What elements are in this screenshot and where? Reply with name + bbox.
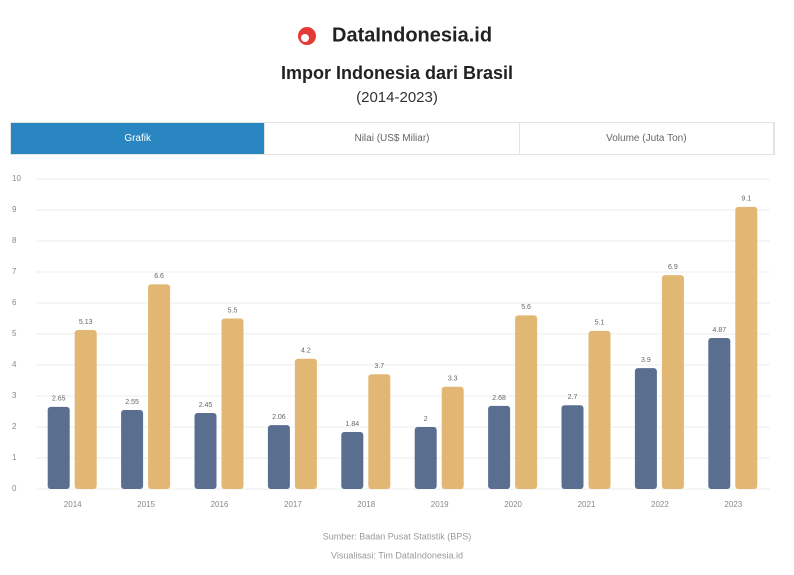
- source-note: Visualisasi: Tim DataIndonesia.id: [331, 550, 463, 560]
- x-tick-label: 2021: [578, 500, 596, 509]
- bar: [294, 358, 317, 489]
- y-tick-label: 0: [12, 484, 17, 493]
- bar: [341, 431, 364, 489]
- value-label: 5.1: [595, 320, 605, 327]
- bar: [708, 338, 731, 489]
- bar: [735, 206, 758, 489]
- value-label: 1.84: [345, 421, 359, 428]
- y-tick-label: 2: [12, 422, 17, 431]
- bar: [74, 329, 97, 489]
- value-label: 3.7: [374, 363, 384, 370]
- value-label: 2.06: [272, 414, 286, 421]
- y-tick-label: 1: [12, 453, 17, 462]
- value-label: 2.68: [492, 395, 506, 402]
- x-tick-label: 2023: [724, 500, 742, 509]
- value-label: 6.6: [154, 273, 164, 280]
- value-label: 6.9: [668, 264, 678, 271]
- value-label: 2.45: [199, 402, 213, 409]
- x-tick-label: 2017: [284, 500, 302, 509]
- x-tick-label: 2022: [651, 500, 669, 509]
- bar: [515, 315, 538, 489]
- y-tick-label: 3: [12, 391, 17, 400]
- y-tick-label: 10: [12, 174, 21, 183]
- value-label: 2: [424, 416, 428, 423]
- y-tick-label: 8: [12, 236, 17, 245]
- value-label: 2.65: [52, 396, 66, 403]
- bar: [194, 413, 217, 489]
- brand: DataIndonesia.id: [332, 24, 492, 46]
- bar: [221, 318, 244, 489]
- value-label: 9.1: [741, 196, 751, 203]
- bar: [414, 427, 437, 489]
- value-label: 5.5: [228, 307, 238, 314]
- chart-subtitle: (2014-2023): [356, 89, 438, 106]
- x-tick-label: 2018: [357, 500, 375, 509]
- bar: [368, 374, 391, 489]
- y-tick-label: 5: [12, 329, 17, 338]
- x-tick-label: 2016: [211, 500, 229, 509]
- bar: [561, 405, 584, 489]
- tab-bar: Grafik Nilai (US$ Miliar) Volume (Juta T…: [10, 122, 775, 155]
- y-tick-label: 9: [12, 205, 17, 214]
- bar: [121, 409, 144, 489]
- bar: [661, 275, 684, 489]
- value-label: 3.3: [448, 376, 458, 383]
- y-tick-label: 4: [12, 360, 17, 369]
- bar: [47, 406, 70, 489]
- bar: [267, 425, 290, 489]
- logo-icon-hole: [301, 34, 309, 42]
- value-label: 4.2: [301, 348, 311, 355]
- x-tick-label: 2020: [504, 500, 522, 509]
- y-tick-label: 7: [12, 267, 17, 276]
- y-tick-label: 6: [12, 298, 17, 307]
- x-tick-label: 2015: [137, 500, 155, 509]
- tab[interactable]: Grafik: [11, 123, 266, 154]
- tab[interactable]: Volume (Juta Ton): [520, 123, 774, 154]
- x-tick-label: 2014: [64, 500, 82, 509]
- tab[interactable]: Nilai (US$ Miliar): [265, 123, 520, 154]
- bar: [588, 330, 611, 489]
- value-label: 3.9: [641, 357, 651, 364]
- value-label: 5.13: [79, 319, 93, 326]
- bar: [488, 405, 511, 489]
- bar: [634, 368, 657, 489]
- bar: [441, 386, 464, 489]
- value-label: 2.55: [125, 399, 139, 406]
- value-label: 4.87: [712, 327, 726, 334]
- chart-title: Impor Indonesia dari Brasil: [281, 63, 513, 83]
- value-label: 2.7: [568, 394, 578, 401]
- source-note: Sumber: Badan Pusat Statistik (BPS): [323, 531, 472, 541]
- value-label: 5.6: [521, 304, 531, 311]
- x-tick-label: 2019: [431, 500, 449, 509]
- bar: [148, 284, 171, 489]
